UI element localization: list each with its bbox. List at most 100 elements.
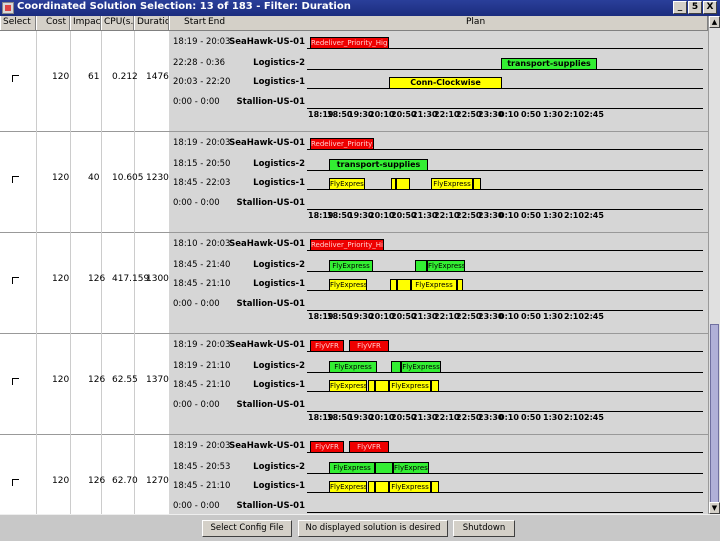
- column-divider: [70, 31, 71, 132]
- column-divider: [134, 334, 135, 435]
- task-bar[interactable]: FlyVFR: [310, 340, 344, 352]
- table-row[interactable]: 120 126 417.159 1300 18:10 - 20:03 SeaHawk-US…: [0, 233, 708, 334]
- task-bar[interactable]: FlyExpress: [427, 260, 465, 272]
- lane-baseline: [307, 88, 703, 89]
- select-config-button[interactable]: Select Config File: [202, 520, 292, 537]
- minimize-button[interactable]: _: [673, 1, 687, 14]
- task-bar[interactable]: FlyExpress: [389, 380, 431, 392]
- cell-impact: 126: [88, 375, 106, 385]
- task-bar[interactable]: Conn-Clockwise: [389, 77, 502, 89]
- task-bar[interactable]: [390, 279, 397, 291]
- scrollbar-thumb[interactable]: [710, 324, 719, 508]
- task-bar[interactable]: [368, 481, 375, 493]
- axis-tick-label: 18:50: [327, 211, 353, 220]
- header-end: End: [208, 17, 226, 27]
- task-bar[interactable]: [431, 380, 439, 392]
- no-solution-button[interactable]: No displayed solution is desired: [298, 520, 448, 537]
- axis-tick-label: 18:50: [327, 110, 353, 119]
- task-bar[interactable]: FlyExpress: [393, 462, 429, 474]
- task-bar[interactable]: FlyExpress: [431, 178, 473, 190]
- scroll-down-icon[interactable]: ▼: [709, 502, 720, 514]
- lane-time: 18:19 - 20:03: [173, 340, 231, 350]
- header-cpu[interactable]: CPU(s...: [101, 16, 134, 30]
- select-checkbox[interactable]: [12, 378, 19, 385]
- table-header: Select Cost Impact CPU(s... Duration Sta…: [0, 16, 708, 31]
- header-plan-area[interactable]: Start End Plan: [169, 16, 708, 30]
- task-bar[interactable]: [473, 178, 481, 190]
- select-checkbox[interactable]: [12, 176, 19, 183]
- task-bar[interactable]: [391, 178, 396, 190]
- select-checkbox[interactable]: [12, 277, 19, 284]
- task-bar[interactable]: [397, 279, 411, 291]
- header-cost[interactable]: Cost: [36, 16, 70, 30]
- task-bar[interactable]: [368, 380, 375, 392]
- lane-time: 20:03 - 22:20: [173, 77, 231, 87]
- lane-time: 18:10 - 20:03: [173, 239, 231, 249]
- task-bar[interactable]: [375, 481, 389, 493]
- maximize-button[interactable]: 5: [688, 1, 702, 14]
- column-divider: [101, 132, 102, 233]
- axis-tick-label: 2:10: [564, 110, 584, 119]
- header-duration[interactable]: Duration: [134, 16, 169, 30]
- vertical-scrollbar[interactable]: ▲ ▼: [708, 16, 720, 514]
- task-bar[interactable]: FlyVFR: [349, 441, 389, 453]
- scroll-up-icon[interactable]: ▲: [709, 16, 720, 28]
- axis-tick-label: 21:30: [412, 413, 438, 422]
- task-bar[interactable]: FlyExpress: [329, 380, 367, 392]
- task-bar[interactable]: [375, 380, 389, 392]
- task-bar[interactable]: FlyExpress: [329, 279, 367, 291]
- shutdown-button[interactable]: Shutdown: [453, 520, 515, 537]
- task-bar[interactable]: Redeliver_Priority_High: [310, 138, 374, 150]
- lane-name: Logistics-1: [253, 279, 305, 289]
- lane-baseline: [307, 473, 703, 474]
- lane-baseline: [307, 411, 703, 412]
- axis-tick-label: 0:10: [499, 211, 519, 220]
- task-bar[interactable]: FlyExpress: [329, 260, 373, 272]
- table-row[interactable]: 120 126 62.70 1270 18:19 - 20:03 SeaHawk-US-0…: [0, 435, 708, 514]
- plan-timeline: 18:19 - 20:03 SeaHawk-US-01 Redeliver_Prio…: [169, 31, 708, 132]
- task-bar[interactable]: [391, 361, 401, 373]
- axis-tick-label: 18:19: [308, 110, 334, 119]
- lane-baseline: [307, 209, 703, 210]
- axis-tick-label: 0:10: [499, 413, 519, 422]
- lane-name: SeaHawk-US-01: [229, 340, 305, 350]
- axis-tick-label: 2:45: [584, 413, 604, 422]
- task-bar[interactable]: Redeliver_Priority_High: [310, 37, 389, 49]
- task-bar[interactable]: FlyVFR: [310, 441, 344, 453]
- header-select[interactable]: Select: [0, 16, 36, 30]
- task-bar[interactable]: FlyExpress: [389, 481, 431, 493]
- task-bar[interactable]: FlyExpress: [329, 481, 367, 493]
- task-bar[interactable]: [457, 279, 463, 291]
- axis-tick-label: 23:30: [478, 413, 504, 422]
- lane-time: 22:28 - 0:36: [173, 58, 226, 68]
- task-bar[interactable]: FlyExpress: [411, 279, 457, 291]
- task-bar[interactable]: FlyVFR: [349, 340, 389, 352]
- column-divider: [134, 435, 135, 514]
- select-checkbox[interactable]: [12, 75, 19, 82]
- close-button[interactable]: X: [703, 1, 717, 14]
- task-bar[interactable]: transport-supplies: [501, 58, 597, 70]
- task-bar[interactable]: [396, 178, 410, 190]
- header-plan: Plan: [466, 17, 486, 27]
- select-checkbox[interactable]: [12, 479, 19, 486]
- header-impact[interactable]: Impact: [70, 16, 101, 30]
- axis-tick-label: 18:19: [308, 312, 334, 321]
- task-bar[interactable]: [431, 481, 439, 493]
- lane-time: 18:45 - 21:10: [173, 380, 231, 390]
- column-divider: [101, 435, 102, 514]
- task-bar[interactable]: Redeliver_Priority_High: [310, 239, 384, 251]
- task-bar[interactable]: transport-supplies: [329, 159, 428, 171]
- task-bar[interactable]: [415, 260, 427, 272]
- task-bar[interactable]: FlyExpress: [329, 178, 365, 190]
- lane-name: Logistics-2: [253, 159, 305, 169]
- task-bar[interactable]: FlyExpress: [401, 361, 441, 373]
- table-row[interactable]: 120 61 0.212 1476 18:19 - 20:03 SeaHawk-US-01…: [0, 31, 708, 132]
- task-bar[interactable]: FlyExpress: [329, 361, 377, 373]
- lane-time: 18:45 - 22:03: [173, 178, 231, 188]
- axis-tick-label: 22:10: [434, 413, 460, 422]
- task-bar[interactable]: [375, 462, 393, 474]
- table-row[interactable]: 120 126 62.55 1370 18:19 - 20:03 SeaHawk-US-0…: [0, 334, 708, 435]
- table-row[interactable]: 120 40 10.605 1230 18:19 - 20:03 SeaHawk-US-0…: [0, 132, 708, 233]
- task-bar[interactable]: FlyExpress: [329, 462, 375, 474]
- axis-tick-label: 2:45: [584, 110, 604, 119]
